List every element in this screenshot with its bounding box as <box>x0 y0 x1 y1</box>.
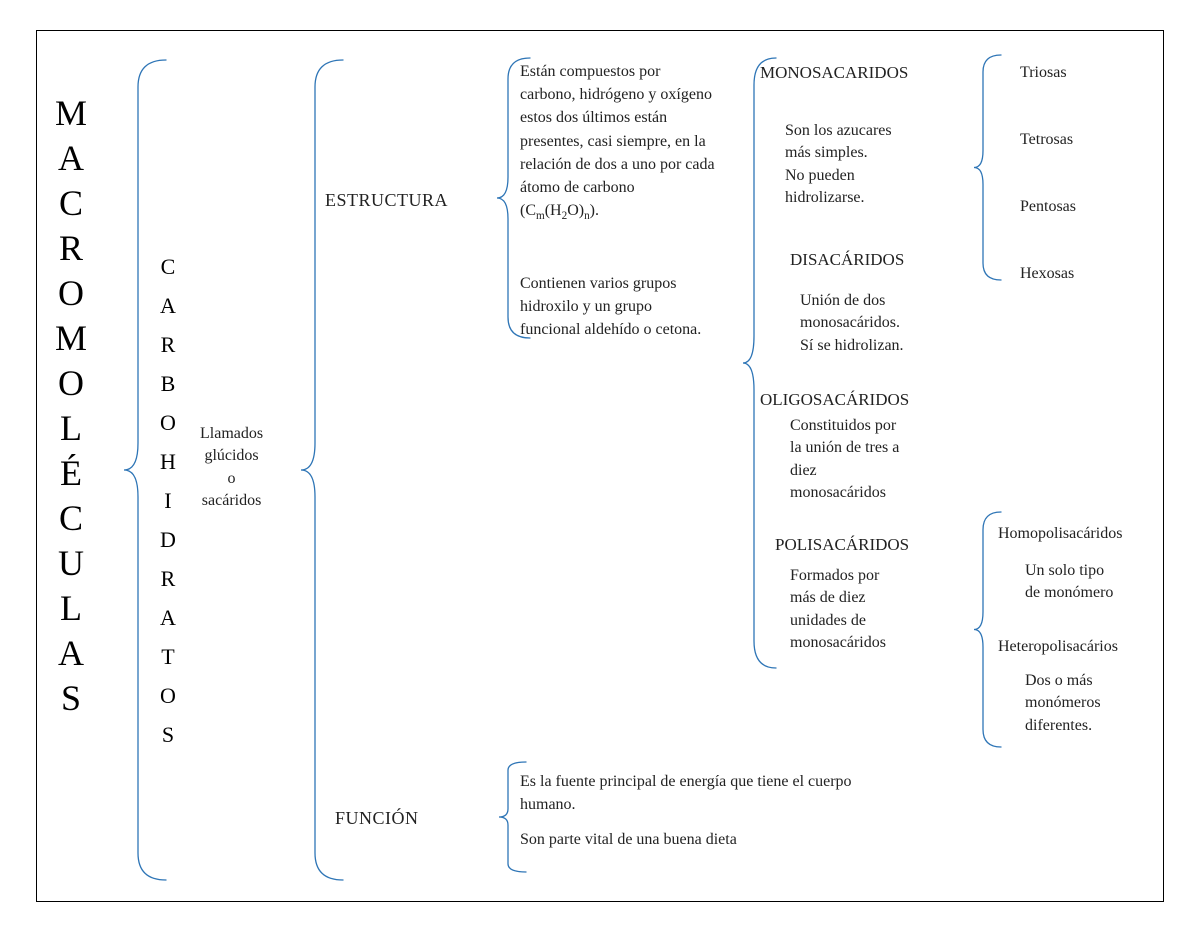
estructura-desc-2: Contienen varios grupos hidroxilo y un g… <box>520 272 715 342</box>
mono-example-tetrosas: Tetrosas <box>1020 131 1073 149</box>
tipo-polisacaridos-desc: Formados pormás de diezunidades demonosa… <box>790 565 886 655</box>
title-macromoleculas: MACROMOLÉCULAS <box>55 95 87 725</box>
mono-example-pentosas: Pentosas <box>1020 198 1076 216</box>
poli-homo-title: Homopolisacáridos <box>998 525 1122 543</box>
mono-example-triosas: Triosas <box>1020 64 1067 82</box>
aka-glucidos: Llamadosglúcidososacáridos <box>200 423 263 513</box>
brace-mono <box>965 55 1001 280</box>
mono-example-hexosas: Hexosas <box>1020 265 1074 283</box>
poli-hetero-desc: Dos o másmonómerosdiferentes. <box>1025 670 1101 737</box>
poli-homo-desc: Un solo tipode monómero <box>1025 560 1113 605</box>
tipo-monosacaridos-desc: Son los azucaresmás simples.No puedenhid… <box>785 120 892 210</box>
brace-carbohidratos <box>287 60 343 880</box>
label-funcion: FUNCIÓN <box>335 808 419 829</box>
funcion-desc-1: Es la fuente principal de energía que ti… <box>520 770 890 816</box>
brace-tipos <box>732 58 776 668</box>
brace-poli <box>965 512 1001 747</box>
label-estructura: ESTRUCTURA <box>325 190 448 211</box>
brace-main <box>110 60 166 880</box>
poli-hetero-title: Heteropolisacários <box>998 638 1118 656</box>
tipo-disacaridos-title: DISACÁRIDOS <box>790 250 904 270</box>
diagram-canvas: MACROMOLÉCULAS CARBOHIDRATOS Llamadosglú… <box>0 0 1200 927</box>
estructura-desc-1: Están compuestos por carbono, hidrógeno … <box>520 60 715 225</box>
tipo-polisacaridos-title: POLISACÁRIDOS <box>775 535 909 555</box>
title-carbohidratos: CARBOHIDRATOS <box>160 256 176 763</box>
tipo-oligosacaridos-desc: Constituidos porla unión de tres adiezmo… <box>790 415 899 505</box>
tipo-disacaridos-desc: Unión de dosmonosacáridos.Sí se hidroliz… <box>800 290 904 357</box>
tipo-monosacaridos-title: MONOSACARIDOS <box>760 63 908 83</box>
tipo-oligosacaridos-title: OLIGOSACÁRIDOS <box>760 390 909 410</box>
funcion-desc-2: Son parte vital de una buena dieta <box>520 828 890 851</box>
